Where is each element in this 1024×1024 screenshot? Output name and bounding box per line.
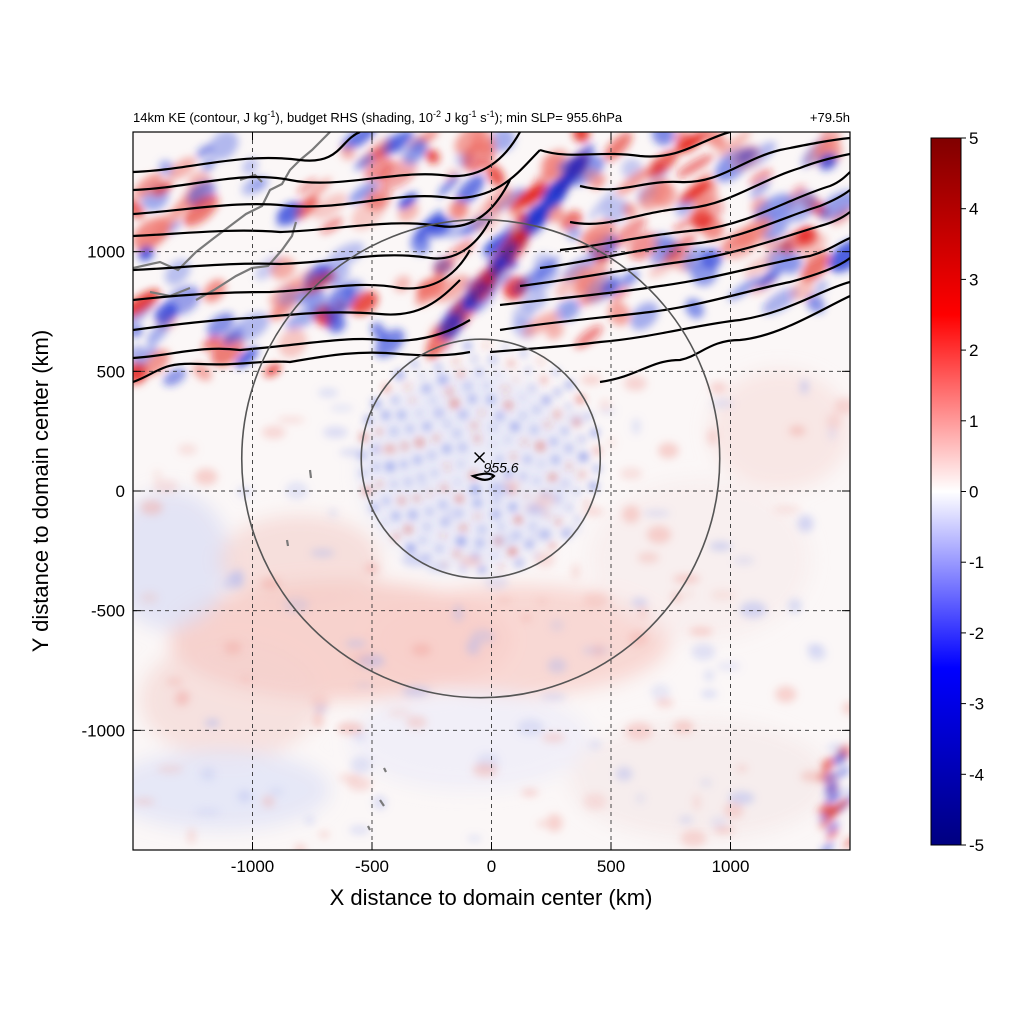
- ke-contour-line: [559, 171, 850, 252]
- colorbar-tick-label: -1: [969, 553, 984, 572]
- x-tick-label: -500: [355, 857, 389, 876]
- coastline-segment: [285, 539, 290, 547]
- shading-field: [133, 132, 850, 850]
- colorbar: 5 4 3 2 1 0 -1 -2 -3 -4 -5: [930, 129, 984, 855]
- colorbar-tick-label: 3: [969, 270, 978, 289]
- y-tick-label: -1000: [82, 721, 125, 740]
- ke-contour-line: [133, 149, 541, 216]
- plot-area: 955.6: [133, 132, 850, 850]
- ke-contour-line: [133, 319, 471, 360]
- coastline-segment: [299, 132, 331, 161]
- storm-center-marker: [474, 451, 486, 464]
- ke-contour-line: [133, 279, 461, 332]
- x-tick-label: -1000: [231, 857, 274, 876]
- coastline: [133, 132, 387, 831]
- colorbar-tick-label: -4: [969, 765, 984, 784]
- colorbar-tick-label: 5: [969, 129, 978, 148]
- ke-contours: [133, 132, 850, 481]
- ke-contour-line: [539, 189, 850, 270]
- colorbar-tick-label: 0: [969, 483, 978, 502]
- ke-contour-line: [499, 257, 850, 332]
- min-slp-label: 955.6: [484, 459, 519, 475]
- ke-contour-line: [599, 295, 850, 384]
- y-axis-label: Y distance to domain center (km): [28, 330, 53, 652]
- plot-title: 14km KE (contour, J kg-1), budget RHS (s…: [133, 109, 623, 125]
- x-axis-label: X distance to domain center (km): [330, 885, 653, 910]
- coastline-segment: [308, 469, 313, 479]
- colorbar-tick-label: -2: [969, 624, 984, 643]
- x-tick-label: 500: [597, 857, 625, 876]
- y-tick-label: 1000: [87, 243, 125, 262]
- ke-contour-line: [499, 236, 850, 307]
- x-axis: -1000 -500 0 500 1000: [231, 132, 750, 876]
- colorbar-tick-label: 1: [969, 412, 978, 431]
- range-circles: [240, 218, 721, 699]
- ke-contour-line: [579, 136, 850, 191]
- colorbar-tick-label: -5: [969, 836, 984, 855]
- ke-contour-line: [519, 211, 850, 288]
- y-axis: -1000 -500 0 500 1000: [82, 243, 850, 740]
- forecast-time: +79.5h: [810, 110, 850, 125]
- range-circle: [360, 338, 602, 579]
- coastline-segment: [195, 221, 298, 301]
- ke-contour-line: [133, 132, 521, 192]
- ke-contour-line: [470, 472, 496, 481]
- colorbar-ticks: 5 4 3 2 1 0 -1 -2 -3 -4 -5: [961, 129, 984, 855]
- colorbar-tick-label: 2: [969, 341, 978, 360]
- ke-contour-line: [133, 249, 471, 302]
- ke-contour-line: [133, 132, 361, 174]
- colorbar-tick-label: -3: [969, 695, 984, 714]
- y-tick-label: 0: [116, 482, 125, 501]
- ke-contour-line: [539, 132, 731, 158]
- y-tick-label: 500: [97, 362, 125, 381]
- coastline-segment: [133, 159, 301, 272]
- coastline-segment: [367, 767, 387, 831]
- range-circle: [240, 218, 721, 699]
- colorbar-tick-label: 4: [969, 200, 978, 219]
- y-tick-label: -500: [91, 602, 125, 621]
- x-tick-label: 0: [487, 857, 496, 876]
- storm-marker: 955.6: [474, 451, 519, 475]
- colorbar-gradient: [930, 137, 962, 846]
- ke-contour-line: [489, 280, 850, 354]
- ke-contour-line: [569, 152, 850, 225]
- x-tick-label: 1000: [712, 857, 750, 876]
- ke-contour-line: [133, 179, 511, 238]
